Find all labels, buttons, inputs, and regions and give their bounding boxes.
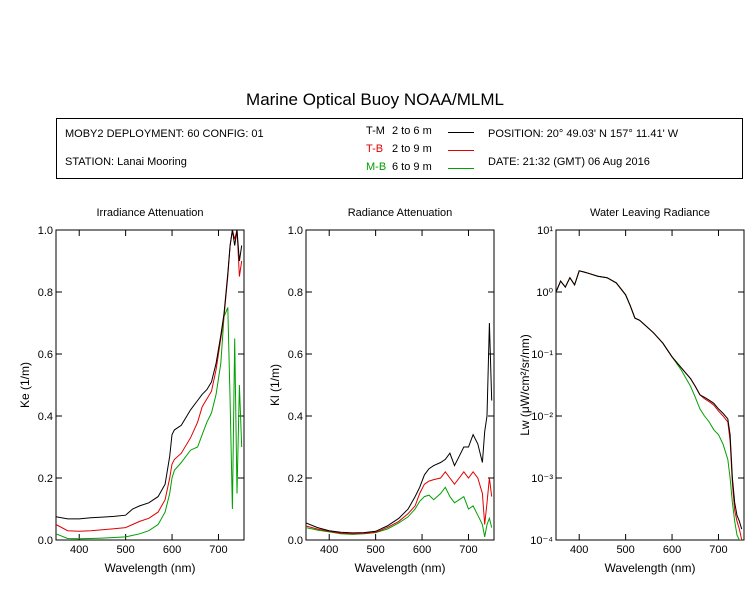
series-line-tb (306, 470, 493, 535)
x-tick-label: 500 (366, 544, 384, 556)
series-line-mb (56, 307, 243, 540)
x-tick-label: 600 (663, 544, 681, 556)
chart-title: Marine Optical Buoy NOAA/MLML (246, 90, 504, 109)
legend-range-mb: 6 to 9 m (392, 161, 432, 173)
legend-range-tm: 2 to 6 m (392, 125, 432, 137)
legend-tag-tm: T-M (366, 125, 385, 137)
y-tick-label: 0.6 (38, 349, 53, 361)
x-tick-label: 400 (570, 544, 588, 556)
y-tick-label: 0.2 (38, 473, 53, 485)
deployment-text: MOBY2 DEPLOYMENT: 60 CONFIG: 01 (65, 128, 264, 140)
position-text: POSITION: 20° 49.03' N 157° 11.41' W (488, 128, 679, 140)
x-tick-label: 700 (709, 544, 727, 556)
x-tick-label: 500 (616, 544, 634, 556)
y-tick-label: 10⁻⁴ (530, 535, 553, 547)
series-line-mb (306, 486, 493, 537)
x-axis-label: Wavelength (nm) (355, 561, 446, 575)
y-tick-label: 0.0 (288, 535, 303, 547)
legend-range-tb: 2 to 9 m (392, 143, 432, 155)
plot-frame (555, 229, 745, 541)
chart-panel-2: Radiance Attenuation 400 500 600 700 0.0 0.2 0.… (268, 207, 495, 575)
x-tick-label: 400 (320, 544, 338, 556)
x-tick-label: 700 (459, 544, 477, 556)
y-tick-label: 0.2 (288, 473, 303, 485)
legend-line-mb (448, 168, 474, 169)
date-text: DATE: 21:32 (GMT) 06 Aug 2016 (488, 156, 650, 168)
panel-title: Radiance Attenuation (348, 207, 453, 219)
y-tick-label: 10⁻² (531, 411, 553, 423)
y-tick-label: 0.0 (38, 535, 53, 547)
legend-tag-mb: M-B (366, 161, 387, 173)
series-line-tb (556, 270, 743, 540)
plot-frame (305, 229, 495, 541)
series-line-tm (556, 270, 743, 530)
legend-line-tm (448, 132, 474, 133)
chart-panel-3: Water Leaving Radiance 400 500 600 700 10⁻⁴ 10… (518, 207, 745, 575)
plot-frame (55, 229, 245, 541)
y-tick-label: 0.8 (38, 287, 53, 299)
y-axis-label: Lw (μW/cm²/sr/nm) (518, 334, 532, 436)
y-tick-label: 10⁻³ (531, 473, 553, 485)
panel-title: Irradiance Attenuation (96, 207, 203, 219)
series-line-tm (56, 230, 243, 520)
station-text: STATION: Lanai Mooring (65, 156, 187, 168)
legend-tag-tb: T-B (366, 143, 384, 155)
y-tick-label: 0.8 (288, 287, 303, 299)
x-axis-label: Wavelength (nm) (105, 561, 196, 575)
legend-line-tb (448, 150, 474, 151)
y-tick-label: 10¹ (537, 225, 553, 237)
x-tick-label: 400 (70, 544, 88, 556)
y-tick-label: 10⁰ (536, 287, 553, 299)
x-tick-label: 700 (209, 544, 227, 556)
chart-panel-1: Irradiance Attenuation 400 500 600 700 0.0 0.2… (18, 207, 245, 575)
y-tick-label: 0.4 (288, 411, 303, 423)
x-tick-label: 600 (413, 544, 431, 556)
series-line-tm (306, 322, 493, 534)
x-tick-label: 500 (116, 544, 134, 556)
x-axis-label: Wavelength (nm) (605, 561, 696, 575)
panel-title: Water Leaving Radiance (590, 207, 710, 219)
y-tick-label: 0.4 (38, 411, 53, 423)
y-tick-label: 1.0 (38, 225, 53, 237)
y-tick-label: 10⁻¹ (531, 349, 553, 361)
y-tick-label: 1.0 (288, 225, 303, 237)
x-tick-label: 600 (163, 544, 181, 556)
y-axis-label: Ke (1/m) (18, 362, 32, 408)
info-box: MOBY2 DEPLOYMENT: 60 CONFIG: 01 STATION:… (56, 118, 743, 179)
y-axis-label: Kl (1/m) (268, 364, 282, 406)
series-line-tb (56, 230, 243, 532)
y-tick-label: 0.6 (288, 349, 303, 361)
